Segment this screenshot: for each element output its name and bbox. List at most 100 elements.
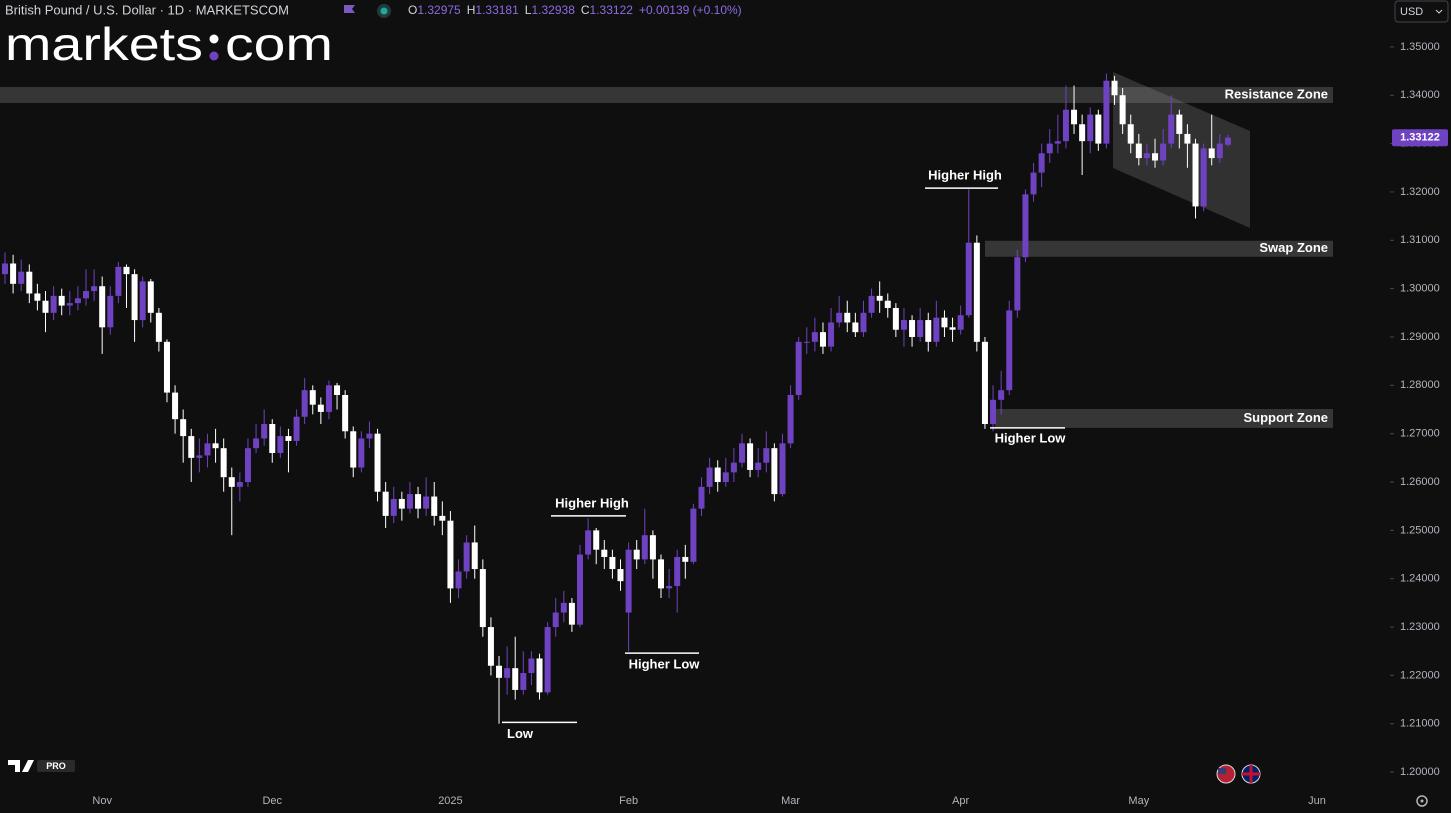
candle-body — [228, 477, 235, 487]
candle-body — [423, 496, 430, 509]
x-tick-label: Mar — [781, 795, 800, 807]
candle-body — [852, 322, 859, 333]
candle-body — [1022, 194, 1029, 258]
candle-body — [107, 295, 114, 328]
status-dot — [380, 7, 388, 15]
ohlc-value: 1.32938 — [531, 3, 575, 17]
zone — [995, 409, 1333, 428]
y-tick-label: 1.35000 — [1400, 41, 1440, 53]
candle-body — [147, 281, 154, 313]
y-tick-label: 1.24000 — [1400, 573, 1440, 585]
currency-button[interactable] — [1394, 0, 1449, 23]
candle-body — [941, 317, 948, 328]
candle-body — [1054, 141, 1061, 144]
candle-body — [819, 332, 826, 347]
candle-body — [1095, 114, 1102, 144]
x-tick-label: Feb — [619, 795, 638, 807]
candle-body — [917, 320, 924, 337]
candle-body — [1160, 143, 1167, 161]
candle-body — [520, 672, 527, 690]
candle-body — [803, 341, 810, 343]
tv-logo — [8, 760, 34, 772]
candle-body — [487, 627, 494, 666]
candle-body — [293, 416, 300, 441]
candle-body — [374, 433, 381, 492]
candle-body — [998, 390, 1005, 400]
candle-body — [552, 612, 559, 628]
candle-body — [617, 569, 624, 582]
y-tick-label: 1.27000 — [1400, 428, 1440, 440]
zones: Resistance Zone Swap Zone Support Zone — [0, 86, 1333, 428]
candle-body — [633, 549, 640, 560]
y-tick-label: 1.31000 — [1400, 234, 1440, 246]
candle-body — [1014, 257, 1021, 311]
candle-body — [876, 295, 883, 301]
candle-body — [431, 496, 438, 516]
candle-body — [593, 530, 600, 550]
candle-body — [325, 385, 332, 412]
candle-body — [625, 549, 632, 613]
candle-body — [1135, 143, 1142, 159]
candle-body — [455, 571, 462, 589]
change: +0.00139 (+0.10%) — [639, 3, 742, 17]
candle-body — [50, 295, 57, 313]
candle-body — [730, 462, 737, 473]
candle-body — [390, 498, 397, 516]
candle-body — [261, 424, 268, 439]
candle-body — [990, 399, 997, 425]
candle-body — [1119, 95, 1126, 125]
candle-body — [666, 585, 673, 589]
candle-body — [892, 307, 899, 330]
candle-body — [236, 482, 243, 487]
candle-body — [163, 341, 170, 393]
candle-body — [350, 431, 357, 468]
candle-body — [1046, 143, 1053, 154]
candle-body — [66, 303, 73, 306]
candle-body — [18, 271, 25, 284]
candle-body — [155, 312, 162, 342]
candle-body — [212, 443, 219, 449]
candle-body — [334, 385, 341, 395]
candle-body — [1176, 114, 1183, 134]
candle-body — [1030, 172, 1037, 195]
descending-channel — [1113, 72, 1250, 228]
swing-label: Higher High — [555, 495, 629, 510]
candle-body — [1152, 153, 1159, 161]
candle-body — [244, 448, 251, 483]
candle-body — [58, 295, 65, 306]
candle-body — [317, 404, 324, 412]
candle-body — [658, 559, 664, 589]
candle-body — [536, 658, 543, 693]
candle-body — [755, 462, 762, 470]
candle-body — [1038, 153, 1045, 173]
candle-body — [1224, 137, 1231, 145]
candle-body — [836, 312, 843, 323]
candle-body — [115, 266, 122, 296]
candle-body — [2, 263, 8, 275]
candle-body — [26, 271, 33, 294]
candle-body — [398, 498, 405, 509]
candle-body — [479, 569, 486, 628]
x-tick-label: Jun — [1308, 795, 1326, 807]
candle-body — [706, 467, 713, 487]
candle-body — [601, 549, 608, 557]
zone — [985, 240, 1333, 257]
candle-body — [925, 320, 932, 342]
pro-label: PRO — [46, 761, 66, 771]
swing-label: Higher High — [928, 168, 1002, 183]
candle-body — [828, 322, 835, 347]
candle-body — [560, 602, 567, 613]
candle-body — [74, 298, 81, 304]
candle-body — [957, 315, 964, 330]
symbol-title: British Pound / U.S. Dollar · 1D · MARKE… — [5, 2, 289, 17]
candle-body — [82, 291, 89, 299]
candle-body — [447, 520, 454, 589]
candle-body — [366, 433, 373, 439]
settings-gear[interactable] — [1416, 795, 1428, 807]
flag-icon — [344, 5, 355, 13]
candle-body — [868, 295, 875, 313]
candle-body — [42, 300, 49, 313]
candle-body — [577, 554, 584, 625]
logo-left: markets — [5, 18, 203, 70]
